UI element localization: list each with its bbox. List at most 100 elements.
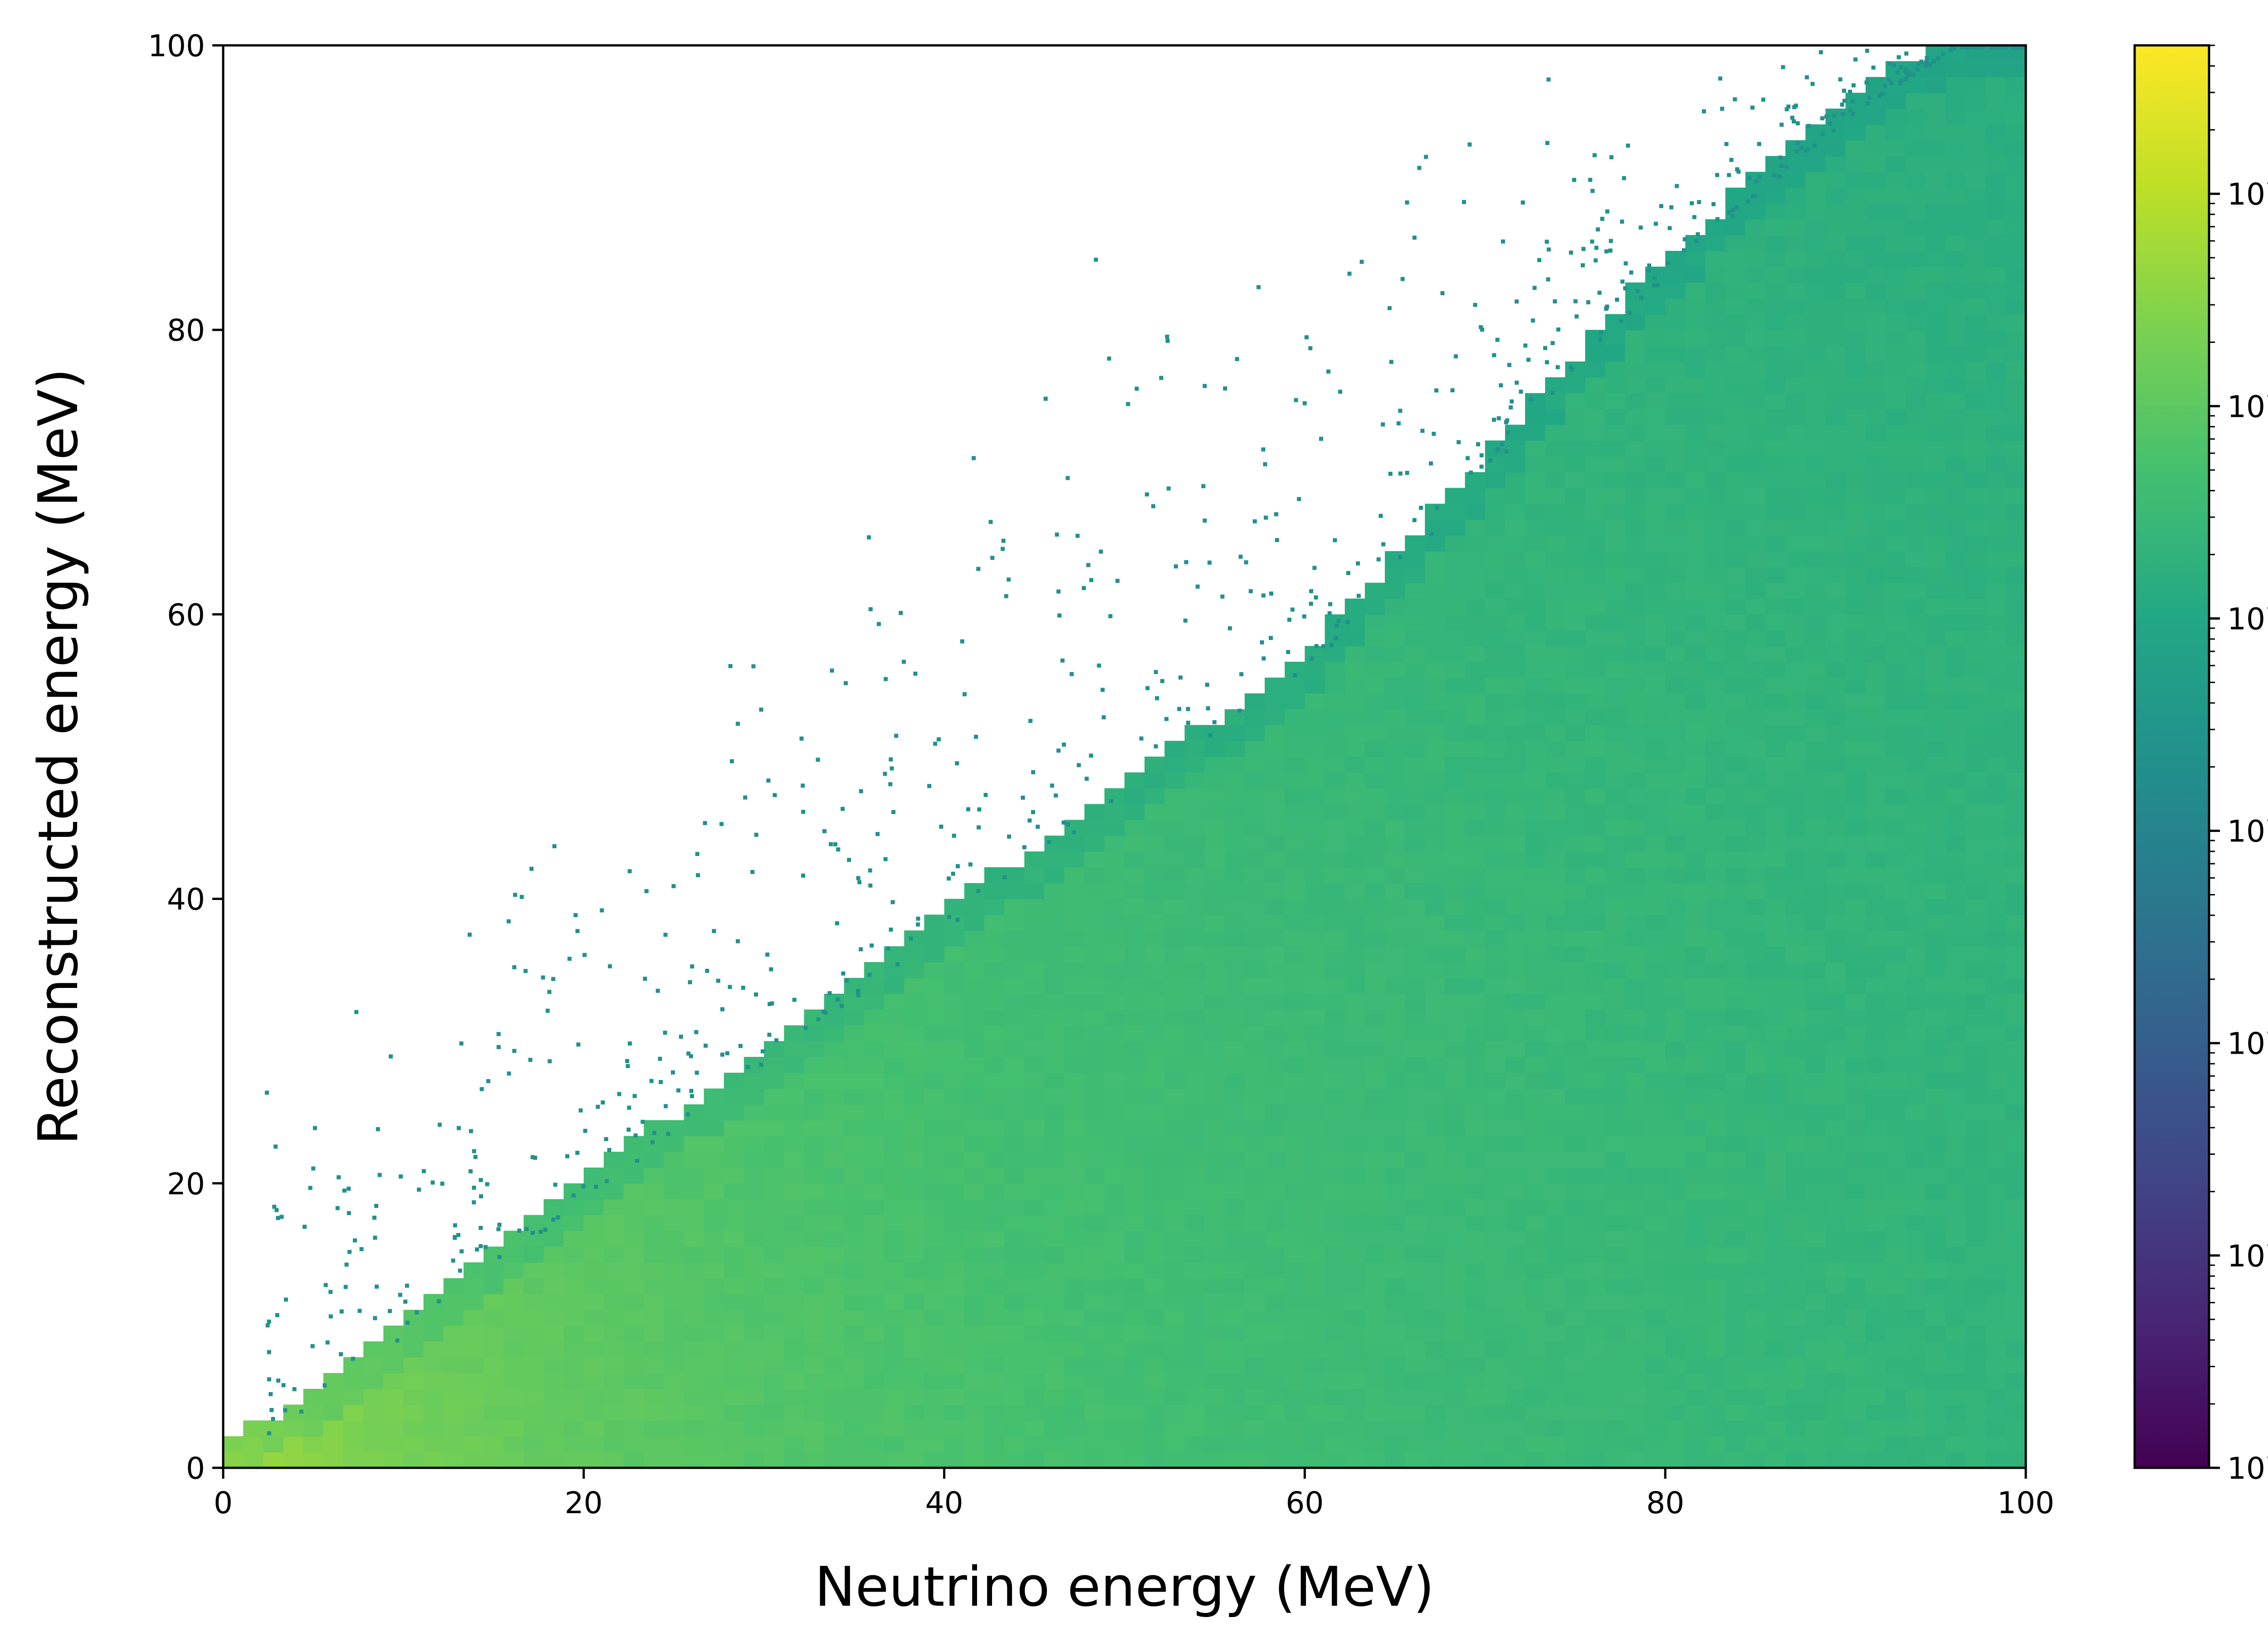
heatmap-cell xyxy=(1585,393,1606,410)
sparse-dot xyxy=(947,915,951,919)
heatmap-cell xyxy=(884,1104,905,1121)
heatmap-cell xyxy=(1765,788,1786,805)
heatmap-cell xyxy=(1024,914,1045,931)
heatmap-cell xyxy=(1705,851,1726,868)
heatmap-cell xyxy=(1665,1420,1686,1437)
heatmap-cell xyxy=(1665,1452,1686,1468)
heatmap-cell xyxy=(2005,804,2026,821)
sparse-dot xyxy=(1925,56,1929,60)
heatmap-cell xyxy=(1745,820,1766,836)
heatmap-cell xyxy=(904,1262,925,1279)
heatmap-cell xyxy=(1084,851,1105,868)
sparse-dot xyxy=(1145,686,1150,690)
sparse-dot xyxy=(1178,675,1183,680)
heatmap-cell xyxy=(1906,946,1926,963)
heatmap-cell xyxy=(1265,1057,1286,1073)
heatmap-cell xyxy=(1184,1246,1205,1263)
heatmap-cell xyxy=(1965,1009,1986,1026)
heatmap-cell xyxy=(1745,282,1766,299)
sparse-dot xyxy=(720,1007,724,1012)
heatmap-cell xyxy=(1425,1136,1446,1152)
heatmap-cell xyxy=(1144,1215,1165,1232)
heatmap-cell xyxy=(1465,614,1486,630)
heatmap-cell xyxy=(1525,567,1546,583)
heatmap-cell xyxy=(1965,266,1986,283)
sparse-dot xyxy=(689,1054,693,1058)
heatmap-cell xyxy=(1325,709,1345,726)
heatmap-cell xyxy=(784,1199,805,1216)
heatmap-cell xyxy=(1885,1152,1906,1168)
sparse-dot xyxy=(359,1247,364,1251)
sparse-dot xyxy=(469,1129,473,1134)
heatmap-cell xyxy=(1024,883,1045,899)
heatmap-cell xyxy=(1485,693,1505,710)
heatmap-cell xyxy=(1565,1009,1586,1026)
heatmap-cell xyxy=(1505,1199,1525,1216)
sparse-dot xyxy=(1286,650,1290,655)
heatmap-cell xyxy=(1265,1294,1286,1310)
heatmap-cell xyxy=(1425,725,1446,741)
heatmap-cell xyxy=(964,914,985,931)
heatmap-cell xyxy=(1505,472,1525,489)
heatmap-cell xyxy=(1625,1388,1646,1405)
heatmap-cell xyxy=(543,1310,564,1326)
heatmap-cell xyxy=(1665,772,1686,789)
heatmap-cell xyxy=(1364,772,1385,789)
heatmap-cell xyxy=(1805,1215,1826,1232)
heatmap-cell xyxy=(1945,567,1966,583)
heatmap-cell xyxy=(1184,1420,1205,1437)
heatmap-cell xyxy=(1364,899,1385,915)
heatmap-cell xyxy=(1184,1294,1205,1310)
heatmap-cell xyxy=(924,1152,945,1168)
heatmap-cell xyxy=(1685,1341,1706,1358)
heatmap-cell xyxy=(1064,1262,1085,1279)
heatmap-cell xyxy=(1305,1404,1325,1421)
heatmap-cell xyxy=(1425,630,1446,646)
heatmap-cell xyxy=(1244,1341,1265,1358)
heatmap-cell xyxy=(1685,456,1706,473)
heatmap-cell xyxy=(1144,993,1165,1010)
heatmap-cell xyxy=(924,1373,945,1389)
heatmap-cell xyxy=(1926,456,1946,473)
heatmap-cell xyxy=(1565,440,1586,457)
heatmap-cell xyxy=(1765,1357,1786,1373)
heatmap-cell xyxy=(1405,962,1426,978)
heatmap-cell xyxy=(1645,741,1666,757)
sparse-dot xyxy=(1799,146,1804,150)
heatmap-cell xyxy=(1645,962,1666,978)
heatmap-cell xyxy=(1765,899,1786,915)
heatmap-cell xyxy=(1124,1325,1145,1342)
heatmap-cell xyxy=(1605,1120,1626,1136)
heatmap-cell xyxy=(1785,993,1806,1010)
sparse-dot xyxy=(600,908,604,913)
heatmap-cell xyxy=(1024,1420,1045,1437)
heatmap-cell xyxy=(1845,472,1866,489)
sparse-dot xyxy=(856,993,860,997)
heatmap-cell xyxy=(343,1404,364,1421)
heatmap-cell xyxy=(1224,946,1245,963)
sparse-dot xyxy=(822,829,827,833)
heatmap-cell xyxy=(1745,567,1766,583)
heatmap-cell xyxy=(1745,788,1766,805)
sparse-dot xyxy=(951,871,955,876)
heatmap-cell xyxy=(323,1452,344,1468)
heatmap-cell xyxy=(1445,1310,1466,1326)
heatmap-cell xyxy=(1104,820,1125,836)
heatmap-cell xyxy=(984,1088,1005,1105)
heatmap-cell xyxy=(1906,1231,1926,1247)
heatmap-cell xyxy=(2005,914,2026,931)
heatmap-cell xyxy=(1445,883,1466,899)
sparse-dot xyxy=(1100,688,1105,692)
heatmap-cell xyxy=(604,1420,624,1437)
heatmap-cell xyxy=(1285,693,1305,710)
sparse-dot xyxy=(303,1225,307,1229)
heatmap-cell xyxy=(1985,298,2006,315)
heatmap-cell xyxy=(1244,962,1265,978)
heatmap-cell xyxy=(1685,1057,1706,1073)
heatmap-cell xyxy=(824,1104,845,1121)
heatmap-cell xyxy=(1665,804,1686,821)
heatmap-cell xyxy=(1926,1009,1946,1026)
heatmap-cell xyxy=(1104,1183,1125,1200)
heatmap-cell xyxy=(1865,1120,1886,1136)
heatmap-cell xyxy=(1765,820,1786,836)
